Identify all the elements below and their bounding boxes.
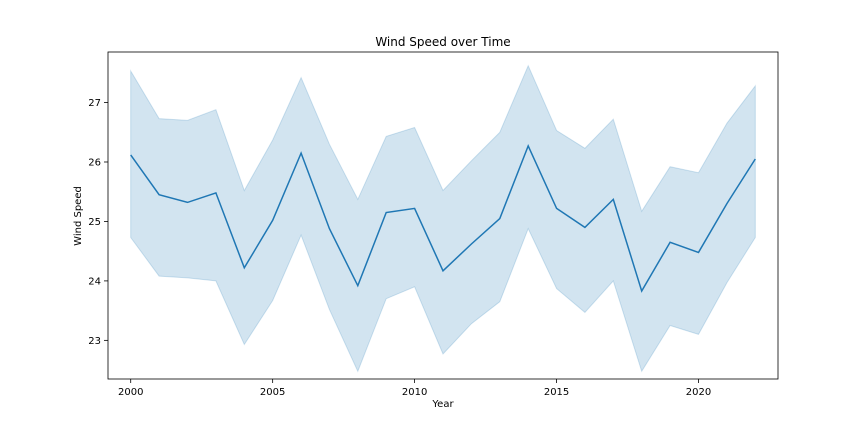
y-tick-label: 24 [88, 276, 101, 287]
confidence-band [130, 64, 756, 373]
x-axis: 2000 2005 2010 2015 2020 [118, 379, 711, 398]
plot-frame [107, 51, 779, 380]
y-axis: 23 24 25 26 27 [88, 98, 108, 347]
plot-area [107, 51, 779, 380]
x-tick-label: 2000 [118, 387, 143, 398]
x-tick-label: 2015 [544, 387, 569, 398]
x-tick-label: 2005 [260, 387, 285, 398]
x-axis-label: Year [431, 399, 454, 410]
x-tick-label: 2010 [402, 387, 427, 398]
y-axis-label: Wind Speed [73, 186, 84, 246]
y-tick-label: 25 [88, 217, 101, 228]
x-tick-label: 2020 [686, 387, 711, 398]
series-line [130, 143, 756, 293]
y-tick-label: 23 [88, 336, 101, 347]
chart-title: Wind Speed over Time [375, 35, 510, 49]
y-tick-label: 27 [88, 98, 101, 109]
y-tick-label: 26 [88, 157, 101, 168]
